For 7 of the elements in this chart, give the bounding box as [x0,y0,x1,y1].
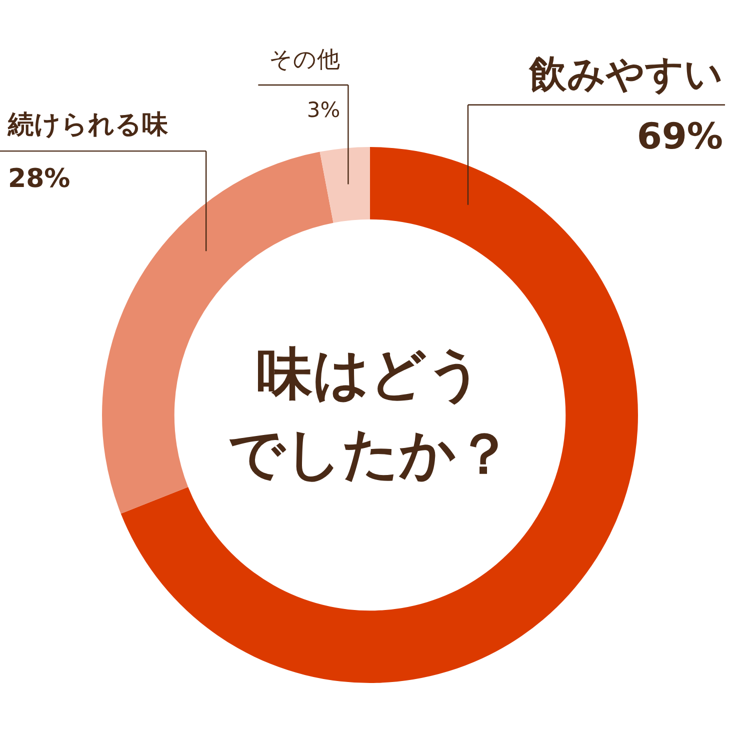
data-label: 3% [306,98,340,122]
data-label: 69% [636,116,723,158]
data-label: 28% [8,164,70,194]
slice-label: 飲みやすい [528,52,723,96]
slice-label: 続けられる味 [7,110,169,140]
text: 味はどうでしたか？ [227,341,513,489]
slice-label: その他 [269,47,340,73]
